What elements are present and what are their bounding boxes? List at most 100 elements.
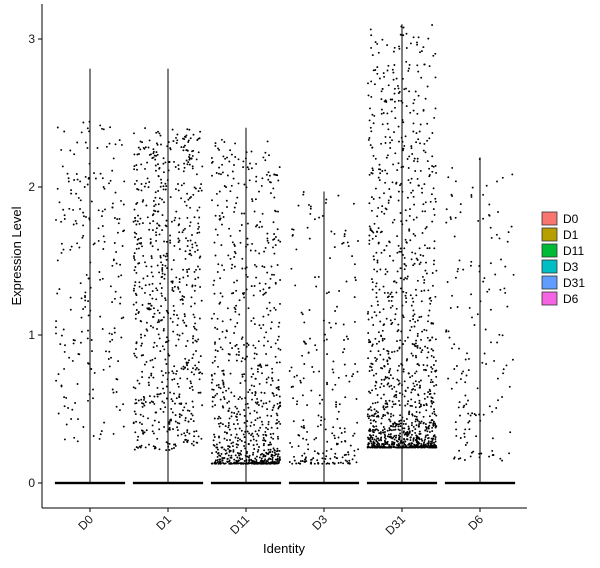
data-point xyxy=(166,340,168,343)
data-point xyxy=(377,227,380,230)
data-point xyxy=(169,234,172,237)
data-point xyxy=(466,352,468,355)
data-point xyxy=(303,363,306,365)
data-point xyxy=(219,417,222,420)
data-point xyxy=(246,222,249,225)
data-point xyxy=(133,231,136,234)
data-point xyxy=(243,459,246,462)
data-point xyxy=(459,211,462,214)
data-point xyxy=(254,198,257,201)
data-point xyxy=(229,372,232,375)
data-point xyxy=(465,403,468,406)
data-point xyxy=(273,454,276,457)
data-point xyxy=(408,442,411,445)
data-point xyxy=(137,399,140,402)
data-point xyxy=(383,428,386,431)
data-point xyxy=(386,359,389,362)
data-point xyxy=(340,440,343,443)
data-point xyxy=(326,383,329,386)
data-point xyxy=(264,454,267,457)
data-point xyxy=(262,315,265,318)
data-point xyxy=(156,328,158,330)
data-point xyxy=(399,184,401,187)
data-point xyxy=(343,430,346,433)
data-point xyxy=(399,33,402,36)
data-point xyxy=(313,218,316,221)
data-point xyxy=(306,404,309,407)
data-point xyxy=(371,288,374,291)
data-point xyxy=(180,433,183,436)
data-point xyxy=(155,151,158,154)
data-point xyxy=(370,414,373,417)
data-point xyxy=(197,137,200,140)
data-point xyxy=(60,385,63,388)
data-point xyxy=(261,461,263,464)
data-point xyxy=(141,222,144,225)
data-point xyxy=(55,379,58,382)
data-point xyxy=(172,372,175,375)
data-point xyxy=(235,202,238,205)
data-point xyxy=(140,444,143,447)
data-point xyxy=(263,459,266,462)
data-point xyxy=(138,421,141,424)
data-point xyxy=(343,454,346,457)
data-point xyxy=(142,415,145,418)
data-point xyxy=(411,153,414,155)
data-point xyxy=(377,206,380,209)
data-point xyxy=(134,413,137,416)
data-point xyxy=(186,149,189,152)
data-point xyxy=(291,234,294,237)
data-point xyxy=(139,237,142,240)
data-point xyxy=(222,369,225,372)
data-point xyxy=(497,211,499,213)
data-point xyxy=(133,284,136,287)
data-point xyxy=(449,218,452,220)
data-point xyxy=(239,462,242,465)
data-point xyxy=(133,153,136,156)
data-point xyxy=(355,461,358,464)
data-point xyxy=(393,100,396,103)
data-point xyxy=(261,372,263,375)
data-point xyxy=(409,294,412,297)
data-point xyxy=(226,307,229,310)
data-point xyxy=(188,432,191,435)
data-point xyxy=(215,446,218,449)
data-point xyxy=(165,363,168,365)
data-point xyxy=(423,142,426,145)
data-point xyxy=(235,289,238,292)
data-point xyxy=(270,346,273,349)
data-point xyxy=(389,367,392,370)
legend-label: D0 xyxy=(563,212,579,226)
data-point xyxy=(181,332,184,335)
data-point xyxy=(155,411,158,414)
data-point xyxy=(232,441,235,444)
data-point xyxy=(420,187,423,190)
data-point xyxy=(276,228,279,231)
data-point xyxy=(136,243,139,246)
data-point xyxy=(277,462,280,464)
data-point xyxy=(378,77,381,80)
data-point xyxy=(262,437,265,439)
data-point xyxy=(419,422,422,425)
data-point xyxy=(248,454,251,457)
data-point xyxy=(392,441,395,444)
data-point xyxy=(430,437,433,440)
data-point xyxy=(434,438,437,441)
data-point xyxy=(335,405,338,408)
data-point xyxy=(155,142,158,145)
data-point xyxy=(386,172,389,175)
data-point xyxy=(237,398,240,401)
data-point xyxy=(463,459,466,461)
data-point xyxy=(357,448,360,451)
data-point xyxy=(269,433,272,436)
data-point xyxy=(342,323,345,326)
data-point xyxy=(158,197,161,200)
data-point xyxy=(431,402,434,405)
data-point xyxy=(333,246,336,249)
data-point xyxy=(424,436,427,439)
data-point xyxy=(424,97,427,100)
data-point xyxy=(399,339,402,342)
data-point xyxy=(82,224,85,227)
data-point xyxy=(176,133,179,136)
data-point xyxy=(509,431,512,434)
